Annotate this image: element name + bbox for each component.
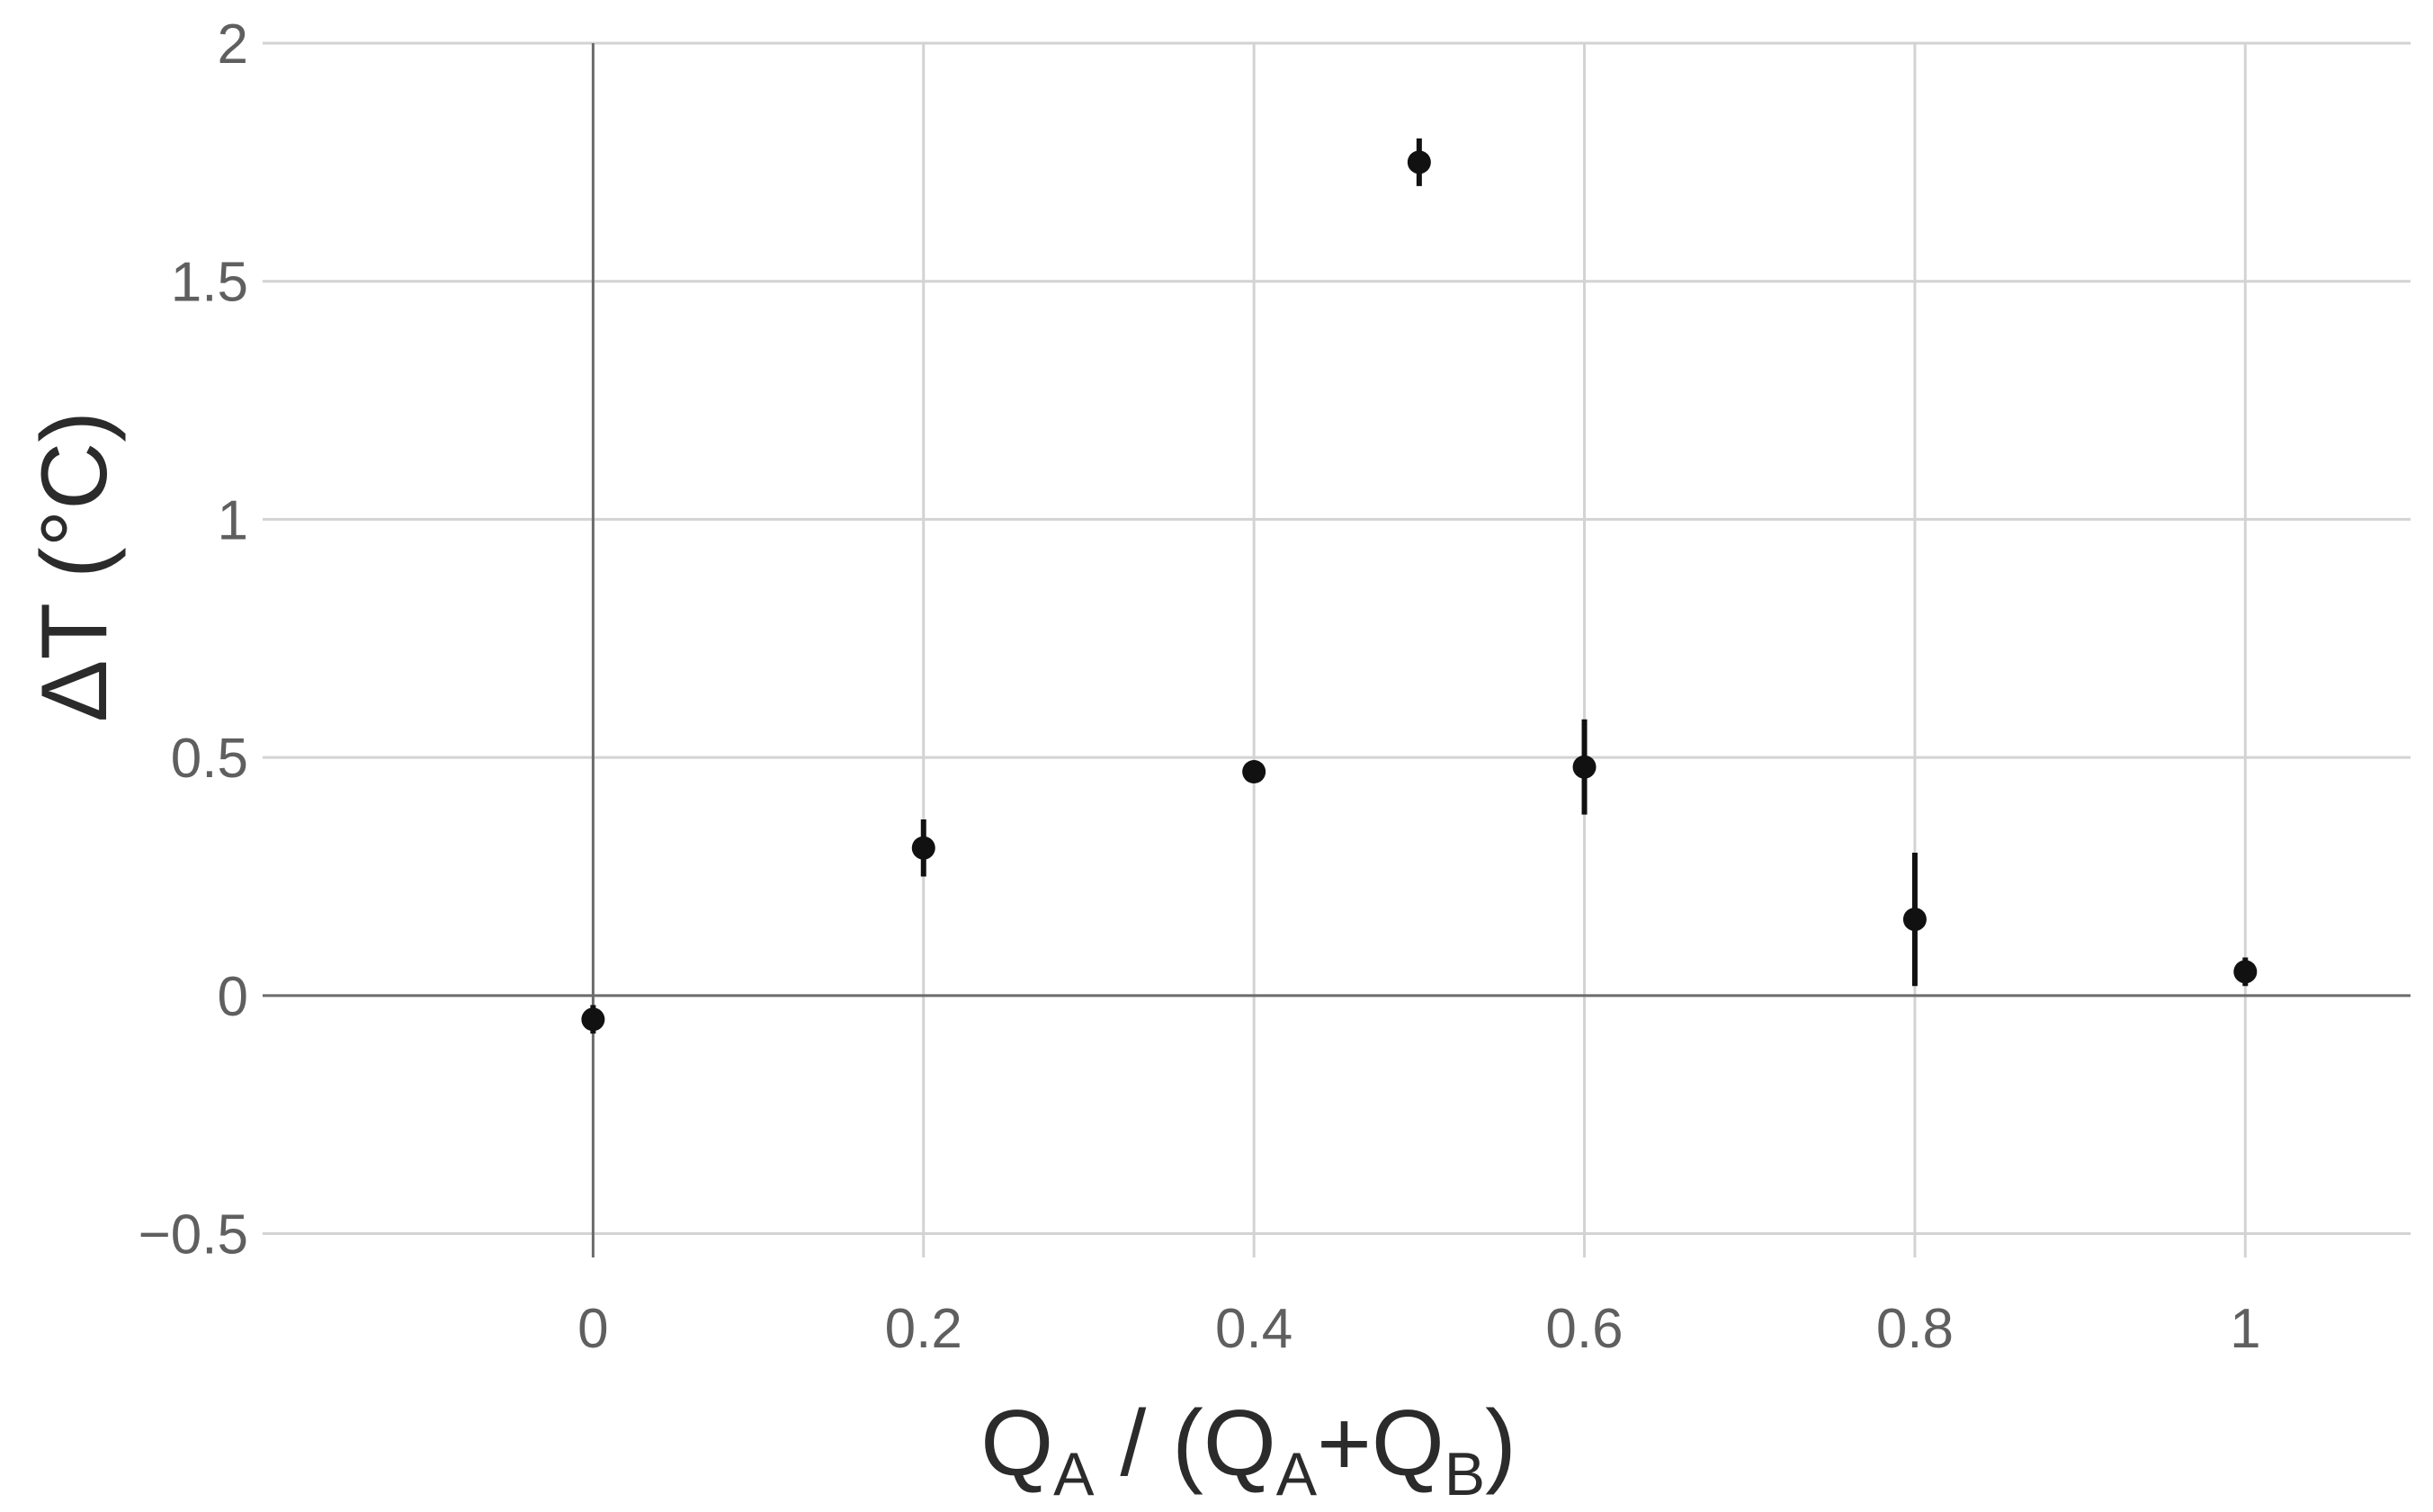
x-axis-title-subscript: B [1445,1440,1485,1508]
x-axis-title-part: +Q [1317,1391,1445,1496]
y-tick-label: 1.5 [171,252,248,314]
grid-lines [263,41,2411,1257]
x-tick-label: 0.2 [885,1298,962,1360]
x-tick-label: 0 [577,1298,608,1360]
y-tick-labels: −0.5 0 0.5 1 1.5 2 [139,13,248,1266]
data-points [581,150,2258,1032]
x-tick-labels: 0 0.2 0.4 0.6 0.8 1 [577,1298,2260,1360]
data-point [1902,908,1927,932]
data-point [1572,755,1597,779]
data-point [911,836,935,860]
x-tick-label: 0.6 [1545,1298,1623,1360]
x-axis-title-subscript: A [1053,1440,1095,1508]
x-axis-title-part: ) [1485,1391,1516,1496]
x-tick-label: 0.4 [1215,1298,1293,1360]
y-tick-label: 0 [218,966,248,1028]
x-tick-label: 0.8 [1876,1298,1954,1360]
x-axis-title-subscript: A [1276,1440,1318,1508]
y-tick-label: 0.5 [171,728,248,790]
data-point [1407,150,1431,174]
x-axis-title-part: Q [980,1391,1053,1496]
y-axis-title: ΔT (°C) [22,411,127,722]
y-tick-label: 2 [218,13,248,76]
y-tick-label: −0.5 [139,1204,248,1266]
error-bars [590,138,2249,1034]
x-axis-title-part: / (Q [1095,1391,1276,1496]
zero-lines [263,43,2411,1257]
x-axis-title: QA / (QA+QB) [980,1391,1516,1508]
data-point [581,1007,605,1032]
data-point [2233,960,2258,984]
x-tick-label: 1 [2230,1298,2260,1360]
data-point [1242,760,1266,783]
y-tick-label: 1 [218,489,248,551]
